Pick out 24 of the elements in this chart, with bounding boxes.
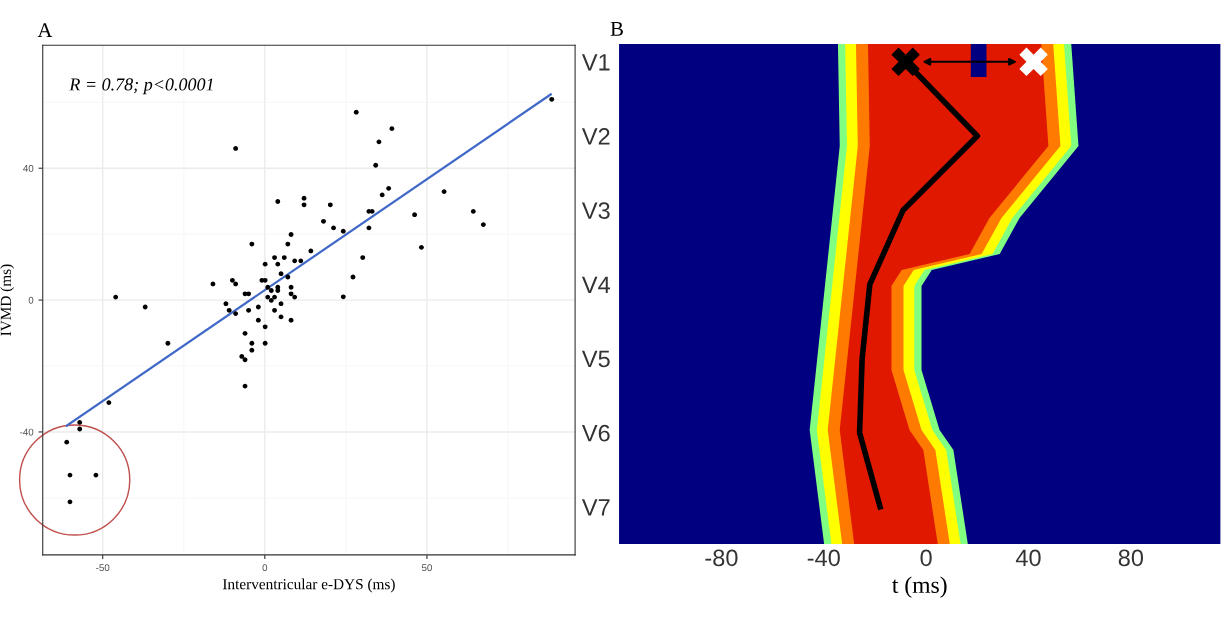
- y-tick-label: -40: [20, 428, 34, 436]
- x-tick-label: -40: [807, 549, 840, 567]
- y-axis-title: IVMD (ms): [0, 264, 15, 336]
- x-tick-label: 50: [421, 564, 432, 572]
- x-tick-label: 0: [262, 564, 268, 572]
- chart-title: B: [610, 22, 623, 36]
- y-tick-label: V1: [581, 54, 610, 71]
- y-tick-label: V5: [581, 350, 610, 368]
- y-tick-label: V6: [581, 424, 610, 442]
- y-tick-label: 0: [28, 296, 34, 304]
- chart-title: A: [37, 23, 53, 37]
- x-tick-label: -50: [96, 564, 110, 572]
- x-tick-label: 40: [1015, 549, 1041, 567]
- y-tick-label: V7: [581, 499, 610, 516]
- y-tick-label: 40: [23, 164, 34, 172]
- y-tick-label: V3: [581, 202, 610, 219]
- y-tick-label: V4: [581, 276, 611, 293]
- x-tick-label: 80: [1118, 549, 1144, 567]
- x-tick-label: 0: [920, 549, 932, 567]
- x-tick-label: -80: [705, 549, 738, 567]
- x-axis-title: t (ms): [892, 576, 947, 598]
- annotation: R = 0.78; p<0.0001: [69, 78, 213, 95]
- x-axis-title: Interventricular e-DYS (ms): [222, 578, 395, 593]
- y-tick-label: V2: [581, 128, 610, 145]
